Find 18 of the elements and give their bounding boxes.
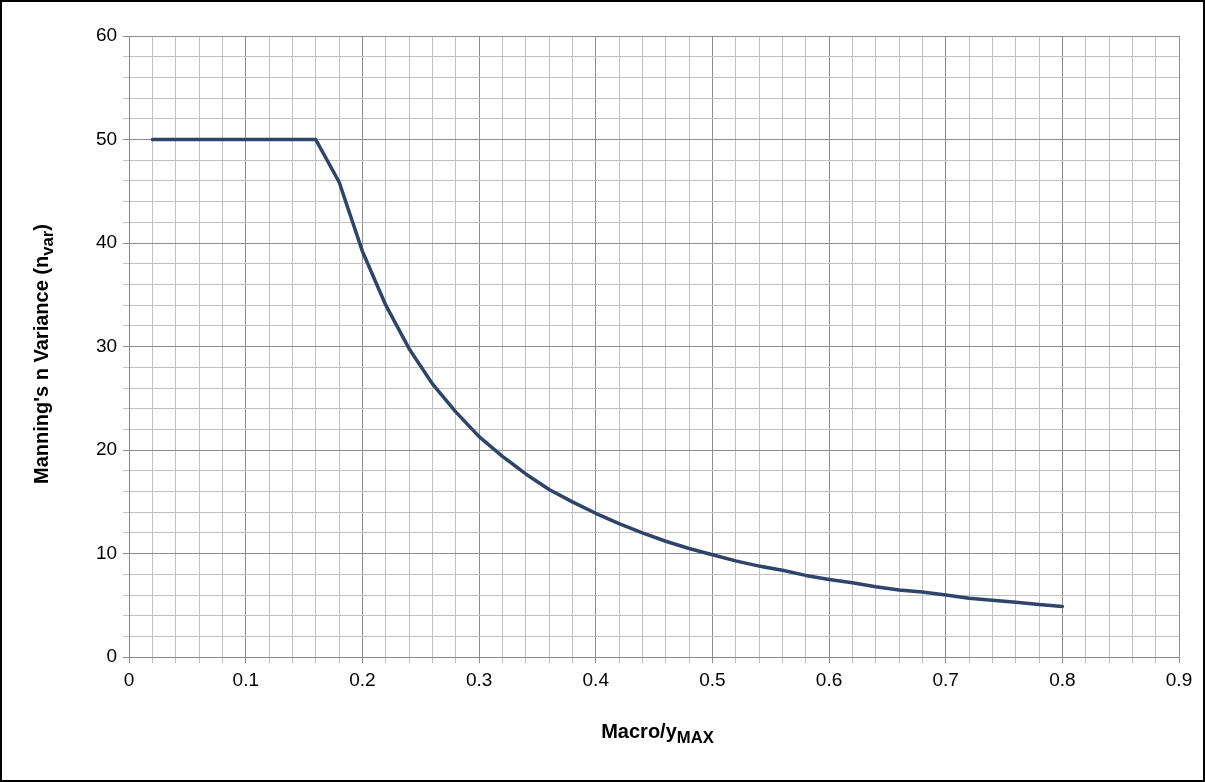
y-tick-label: 0	[106, 645, 118, 667]
x-tick-label: 0.4	[582, 668, 610, 690]
x-tick-label: 0.5	[699, 668, 726, 690]
x-tick-label: 0.9	[1165, 668, 1193, 690]
y-tick-label: 40	[95, 231, 118, 253]
y-tick-label: 60	[95, 24, 118, 46]
x-tick-label: 0	[123, 668, 135, 690]
x-tick-label: 0.7	[932, 668, 959, 690]
y-tick-label: 50	[95, 127, 118, 149]
x-tick-label: 0.6	[815, 668, 843, 690]
x-tick-label: 0.8	[1049, 668, 1076, 690]
x-tick-label: 0.2	[349, 668, 376, 690]
y-tick-label: 30	[95, 334, 118, 356]
y-tick-label: 20	[95, 438, 118, 460]
y-tick-label: 10	[95, 541, 118, 563]
x-tick-label: 0.1	[232, 668, 259, 690]
x-tick-label: 0.3	[465, 668, 493, 690]
x-axis-title: Macro/y$_{MAX}$	[600, 720, 715, 748]
